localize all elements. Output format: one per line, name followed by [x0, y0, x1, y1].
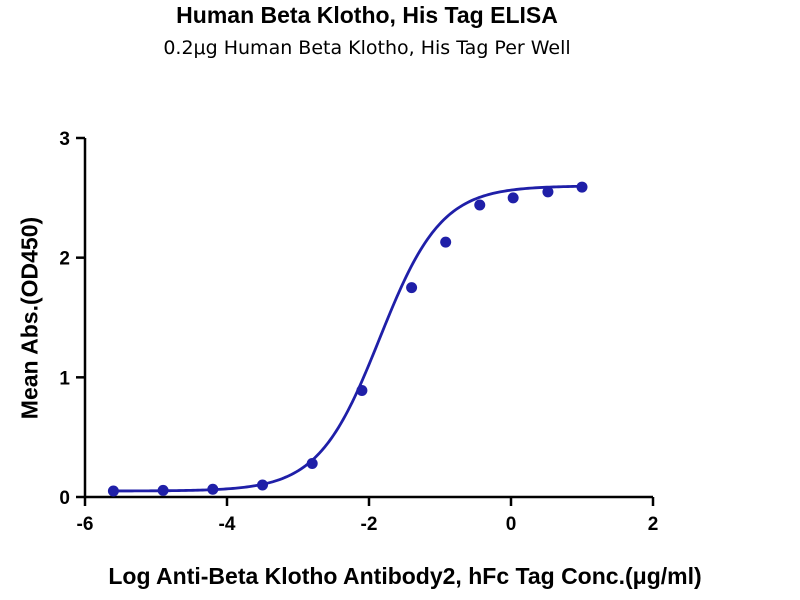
data-point — [576, 181, 588, 193]
axes: 0 1 2 3 -6 -4 -2 0 2 — [59, 129, 658, 535]
chart-title: Human Beta Klotho, His Tag ELISA — [176, 2, 558, 28]
fit-curve — [113, 184, 583, 493]
data-point — [107, 485, 119, 497]
data-point — [406, 282, 418, 294]
y-axis-label: Mean Abs.(OD450) — [16, 216, 43, 420]
x-tick-label: -4 — [219, 514, 236, 535]
y-tick-label: 3 — [59, 129, 70, 150]
x-tick-label: 2 — [648, 514, 659, 535]
y-tick-label: 0 — [59, 488, 70, 509]
x-tick-label: 0 — [506, 514, 517, 535]
x-tick-label: -2 — [361, 514, 378, 535]
x-tick-label: -6 — [77, 514, 94, 535]
data-point — [306, 457, 318, 469]
y-tick-label: 1 — [59, 368, 70, 389]
data-point — [507, 192, 519, 204]
x-axis-label: Log Anti-Beta Klotho Antibody2, hFc Tag … — [108, 563, 702, 589]
data-point — [207, 483, 219, 495]
data-point — [356, 384, 368, 396]
data-point — [474, 199, 486, 211]
data-point — [257, 479, 268, 491]
data-points-layer — [107, 181, 588, 497]
chart-subtitle: 0.2μg Human Beta Klotho, His Tag Per Wel… — [163, 37, 571, 59]
data-point — [157, 484, 169, 496]
y-tick-label: 2 — [59, 249, 70, 270]
fit-curve-layer — [113, 184, 583, 493]
data-point — [542, 186, 554, 198]
data-point — [440, 236, 452, 248]
